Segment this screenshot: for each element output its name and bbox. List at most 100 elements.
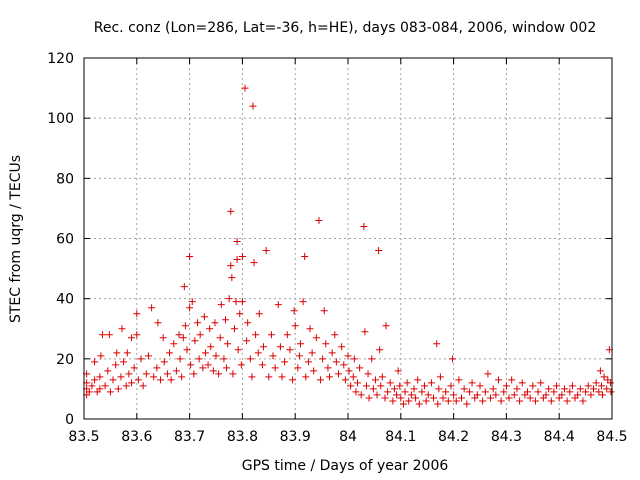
data-point — [332, 358, 340, 366]
data-point — [389, 397, 397, 405]
data-point — [113, 349, 121, 357]
data-point — [246, 355, 254, 363]
data-point — [422, 397, 430, 405]
data-point — [281, 358, 289, 366]
data-point — [98, 331, 106, 339]
data-point — [322, 340, 330, 348]
data-point — [547, 397, 555, 405]
x-tick-label: 84.3 — [491, 429, 522, 445]
data-point — [364, 370, 372, 378]
data-point — [394, 367, 402, 375]
data-point — [137, 355, 145, 363]
data-point — [352, 388, 360, 396]
chart-title: Rec. conz (Lon=286, Lat=-36, h=HE), days… — [94, 20, 596, 36]
data-point — [194, 319, 202, 327]
data-point — [600, 373, 608, 381]
data-point — [274, 301, 282, 309]
data-point — [188, 298, 196, 306]
data-point — [195, 355, 203, 363]
data-point — [518, 379, 526, 387]
data-point — [607, 388, 615, 396]
data-point — [148, 304, 156, 312]
data-point — [399, 400, 407, 408]
data-point — [105, 331, 113, 339]
data-point — [244, 319, 252, 327]
data-point — [296, 340, 304, 348]
data-point — [526, 394, 534, 402]
data-point — [584, 382, 592, 390]
data-point — [299, 298, 307, 306]
y-tick-label: 80 — [56, 171, 74, 187]
data-point — [112, 361, 120, 369]
data-point — [230, 325, 238, 333]
data-point — [179, 334, 187, 342]
data-point — [508, 376, 516, 384]
data-point — [233, 238, 241, 246]
grid-lines — [84, 58, 612, 419]
data-point — [582, 388, 590, 396]
data-point — [222, 316, 230, 324]
data-point — [232, 298, 240, 306]
data-point — [450, 391, 458, 399]
data-point — [186, 304, 194, 312]
data-point — [396, 382, 404, 390]
data-point — [595, 388, 603, 396]
data-point — [186, 253, 194, 261]
data-point — [241, 84, 249, 92]
data-point — [319, 355, 327, 363]
data-point — [317, 376, 325, 384]
data-point — [128, 379, 136, 387]
data-point — [216, 334, 224, 342]
data-point — [170, 340, 178, 348]
data-point — [553, 382, 561, 390]
data-point — [458, 394, 466, 402]
data-point — [349, 373, 357, 381]
data-point — [196, 331, 204, 339]
data-point — [211, 319, 219, 327]
data-point — [304, 358, 312, 366]
data-point — [85, 388, 93, 396]
data-point — [118, 325, 126, 333]
data-point — [269, 352, 277, 360]
data-point — [356, 364, 364, 372]
data-point — [487, 394, 495, 402]
data-point — [489, 385, 497, 393]
data-point — [516, 397, 524, 405]
data-point — [166, 349, 174, 357]
data-point — [217, 301, 225, 309]
data-point — [465, 388, 473, 396]
data-point — [331, 331, 339, 339]
data-point — [403, 379, 411, 387]
data-point — [276, 343, 284, 351]
data-point — [427, 379, 435, 387]
data-point — [229, 370, 237, 378]
data-point — [122, 382, 130, 390]
data-point — [473, 391, 481, 399]
data-point — [215, 370, 223, 378]
x-tick-label: 84.4 — [544, 429, 575, 445]
data-point — [183, 346, 191, 354]
data-point — [157, 376, 165, 384]
data-point — [345, 367, 353, 375]
data-point — [286, 346, 294, 354]
data-point — [120, 358, 128, 366]
data-point — [176, 355, 184, 363]
data-point — [310, 367, 318, 375]
data-point — [200, 313, 208, 321]
data-point — [224, 340, 232, 348]
data-point — [249, 102, 257, 110]
data-point — [587, 391, 595, 399]
data-point — [360, 222, 368, 230]
data-point — [393, 391, 401, 399]
data-point — [180, 283, 188, 291]
y-tick-label: 120 — [47, 51, 74, 67]
data-point — [566, 388, 574, 396]
data-point — [350, 355, 358, 363]
data-point — [172, 367, 180, 375]
data-point — [592, 379, 600, 387]
data-point — [460, 385, 468, 393]
data-point — [479, 397, 487, 405]
data-point — [265, 373, 273, 381]
data-point — [144, 352, 152, 360]
data-point — [109, 376, 117, 384]
